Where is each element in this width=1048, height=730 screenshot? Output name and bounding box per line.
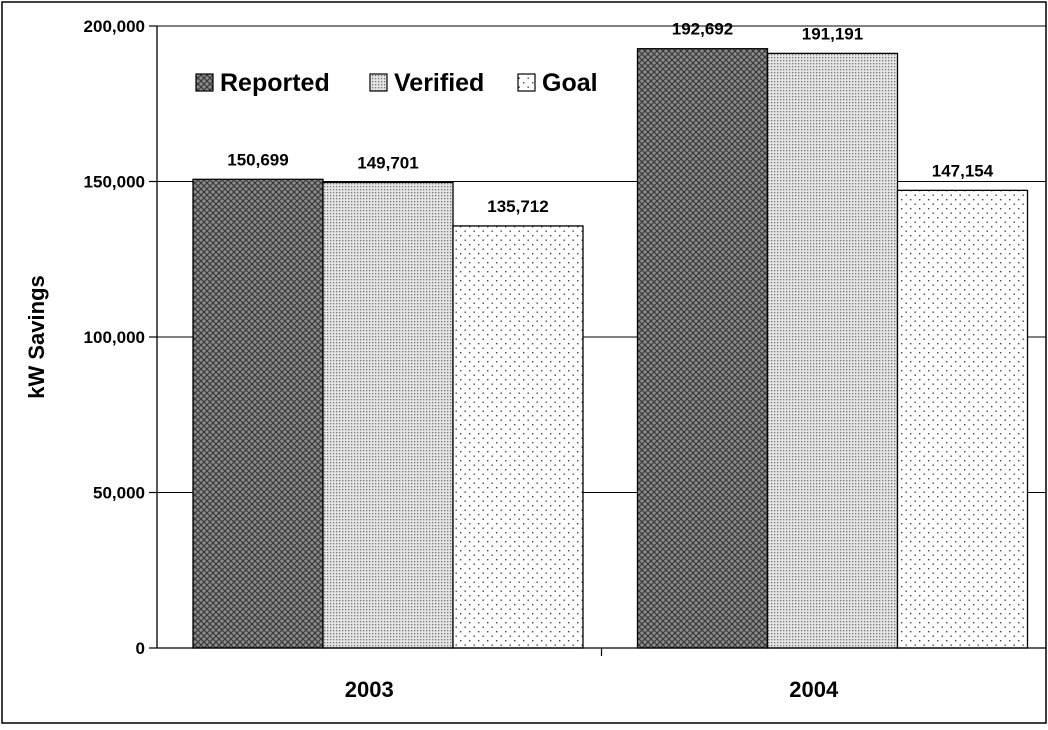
bar-reported-2004 <box>636 48 769 649</box>
legend-swatch-goal <box>517 73 536 92</box>
y-tick-label: 150,000 <box>84 173 145 192</box>
data-label-reported-2004: 192,692 <box>672 20 733 39</box>
legend-swatch-reported <box>195 73 214 92</box>
data-label-verified-2004: 191,191 <box>802 24 863 43</box>
bar-goal-2004 <box>896 189 1029 649</box>
legend-label-goal: Goal <box>542 69 598 97</box>
legend-swatch-verified <box>369 73 388 92</box>
y-tick-label: 50,000 <box>93 484 145 503</box>
data-label-verified-2003: 149,701 <box>357 153 418 172</box>
bars <box>192 48 1029 649</box>
bar-goal-2003 <box>452 225 584 649</box>
labels: 0 50,000 100,000 150,000 200,000 150,699 149,7… <box>24 17 994 702</box>
y-tick-label: 200,000 <box>84 17 145 36</box>
x-category-label-2003: 2003 <box>345 677 394 702</box>
legend-background <box>186 60 616 106</box>
data-label-goal-2003: 135,712 <box>487 197 548 216</box>
y-tick-label: 0 <box>136 639 145 658</box>
legend: Reported Verified Goal <box>186 60 616 106</box>
bar-reported-2003 <box>192 178 324 649</box>
legend-label-reported: Reported <box>220 69 330 97</box>
data-label-goal-2004: 147,154 <box>932 161 994 180</box>
y-axis-title: kW Savings <box>24 275 49 398</box>
legend-label-verified: Verified <box>394 69 484 97</box>
bar-verified-2004 <box>766 52 899 649</box>
data-label-reported-2003: 150,699 <box>227 150 288 169</box>
bar-verified-2003 <box>322 181 454 649</box>
y-tick-label: 100,000 <box>84 328 145 347</box>
x-category-label-2004: 2004 <box>789 677 839 702</box>
axes <box>149 25 1046 656</box>
